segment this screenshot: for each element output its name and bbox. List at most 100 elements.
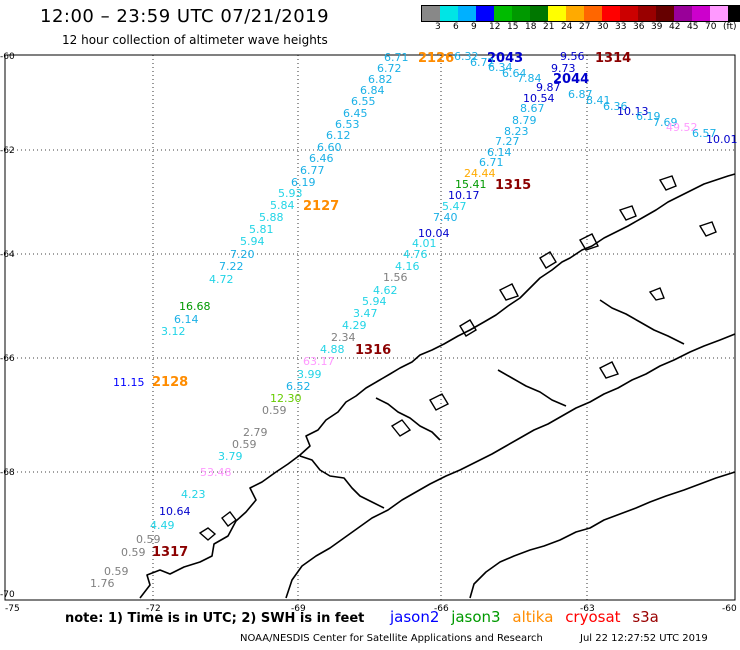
color-swatch xyxy=(530,6,548,21)
swh-value: 2.79 xyxy=(243,426,268,439)
lon-label: -60 xyxy=(722,604,737,614)
color-swatch xyxy=(728,6,740,21)
swh-value: 0.59 xyxy=(232,438,257,451)
satellite-name: altika xyxy=(512,608,554,626)
swh-value: 49.52 xyxy=(666,121,698,134)
swh-value: 7.84 xyxy=(517,72,542,85)
swh-value: 0.59 xyxy=(121,546,146,559)
swh-value: 6.46 xyxy=(309,152,334,165)
color-swatch xyxy=(494,6,512,21)
swh-value: 10.04 xyxy=(418,227,450,240)
swh-value: 0.59 xyxy=(262,404,287,417)
swh-value: 6.53 xyxy=(335,118,360,131)
color-scale-label: 9 xyxy=(471,22,477,32)
orbit-label: 1317 xyxy=(152,545,188,560)
swh-value: 8.79 xyxy=(512,114,537,127)
swh-value: 24.44 xyxy=(464,167,496,180)
swh-value: 6.45 xyxy=(343,107,368,120)
swh-value: 63.17 xyxy=(303,355,335,368)
color-scale-label: 24 xyxy=(561,22,573,32)
swh-value: 5.94 xyxy=(240,235,265,248)
swh-value: 5.88 xyxy=(259,211,284,224)
color-scale-label: 12 xyxy=(489,22,501,32)
swh-value: 6.34 xyxy=(488,61,513,74)
color-swatch xyxy=(584,6,602,21)
color-scale-label: (ft) xyxy=(723,22,737,32)
color-swatch xyxy=(476,6,494,21)
swh-value: 6.84 xyxy=(360,84,385,97)
swh-value: 4.49 xyxy=(150,519,175,532)
swh-value: 8.67 xyxy=(520,102,545,115)
color-scale-label: 33 xyxy=(615,22,627,32)
lat-label: -64 xyxy=(0,250,15,260)
swh-value: 6.71 xyxy=(384,51,409,64)
color-swatch xyxy=(692,6,710,21)
swh-value: 6.71 xyxy=(479,156,504,169)
orbit-label: 2126 xyxy=(418,51,454,66)
swh-value: 6.19 xyxy=(636,110,661,123)
swh-value: 1.76 xyxy=(90,577,115,590)
swh-value: 6.87 xyxy=(568,88,593,101)
swh-value: 10.64 xyxy=(159,505,191,518)
swh-value: 7.69 xyxy=(653,116,678,129)
swh-value: 10.13 xyxy=(617,105,649,118)
graticule xyxy=(5,55,735,600)
swh-value: 4.29 xyxy=(342,319,367,332)
credit-line: NOAA/NESDIS Center for Satellite Applica… xyxy=(240,633,543,644)
color-swatch xyxy=(638,6,656,21)
color-scale-label: 27 xyxy=(579,22,591,32)
swh-value: 6.36 xyxy=(603,100,628,113)
swh-value: 10.01 xyxy=(706,133,738,146)
swh-value: 6.72 xyxy=(470,56,495,69)
lon-label: -66 xyxy=(434,604,449,614)
color-swatch xyxy=(710,6,728,21)
swh-value: 10.17 xyxy=(448,189,480,202)
color-swatch xyxy=(440,6,458,21)
swh-value: 9.56 xyxy=(560,50,585,63)
swh-value: 0.59 xyxy=(136,533,161,546)
color-swatch xyxy=(458,6,476,21)
swh-value: 8.23 xyxy=(504,125,529,138)
swh-value: 4.76 xyxy=(403,248,428,261)
swh-value: 6.14 xyxy=(487,146,512,159)
color-scale-label: 6 xyxy=(453,22,459,32)
color-scale-label: 42 xyxy=(669,22,681,32)
swh-value: 5.84 xyxy=(270,199,295,212)
orbit-label: 2043 xyxy=(487,51,523,66)
color-swatch xyxy=(620,6,638,21)
lat-label: -66 xyxy=(0,354,15,364)
lat-axis: -60 -62 -64 -66 -68 -70 xyxy=(0,52,15,600)
swh-value: 1.56 xyxy=(383,271,408,284)
color-swatch xyxy=(548,6,566,21)
color-scale-label: 15 xyxy=(507,22,519,32)
swh-value: 0.59 xyxy=(104,565,129,578)
swh-value: 3.12 xyxy=(161,325,186,338)
color-scale-label: 36 xyxy=(633,22,645,32)
satellite-name: cryosat xyxy=(565,608,621,626)
lat-label: -68 xyxy=(0,468,15,478)
swh-value: 4.16 xyxy=(395,260,420,273)
swh-value: 15.41 xyxy=(455,178,487,191)
satellite-name: s3a xyxy=(632,608,659,626)
swh-value: 6.52 xyxy=(286,380,311,393)
generated-timestamp: Jul 22 12:27:52 UTC 2019 xyxy=(580,633,708,644)
swh-value: 53.48 xyxy=(200,466,232,479)
color-swatch xyxy=(656,6,674,21)
swh-value: 9.87 xyxy=(536,81,561,94)
swh-value: 6.60 xyxy=(317,141,342,154)
color-scale-label: 70 xyxy=(705,22,717,32)
orbit-label: 1314 xyxy=(595,51,631,66)
swh-value: 6.12 xyxy=(326,129,351,142)
swh-value: 7.27 xyxy=(495,135,520,148)
swh-value: 2.34 xyxy=(331,331,356,344)
swh-value: 10.54 xyxy=(523,92,555,105)
orbit-labels: 2126 2043 1314 2044 1315 2127 1316 2128 … xyxy=(152,51,631,560)
swh-value: 7.22 xyxy=(219,260,244,273)
lat-label: -60 xyxy=(0,52,15,62)
color-swatch xyxy=(566,6,584,21)
swh-value: 3.47 xyxy=(353,307,378,320)
color-scale-labels: 3 6 9 12 15 18 21 24 27 30 33 36 39 42 45 70 (ft) xyxy=(421,22,740,34)
swh-value: 6.19 xyxy=(291,176,316,189)
color-swatch xyxy=(512,6,530,21)
